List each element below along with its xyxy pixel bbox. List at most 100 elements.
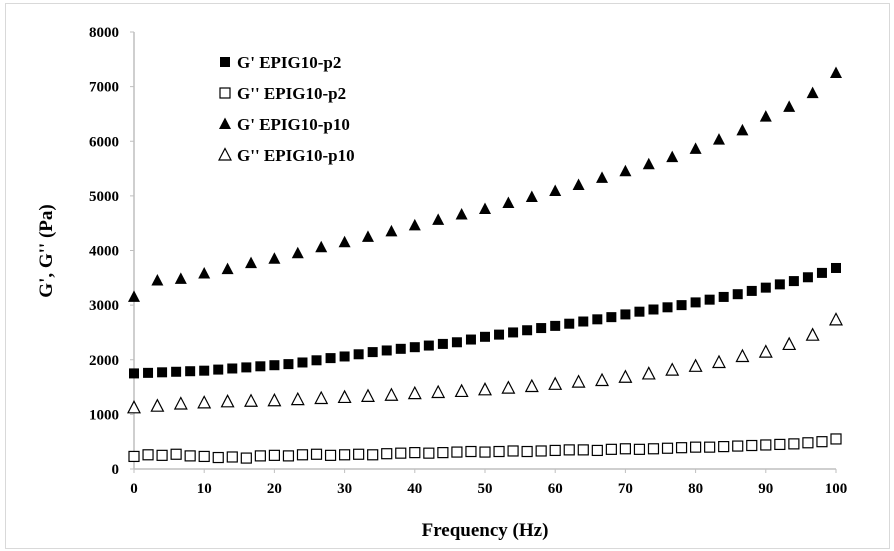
data-point	[353, 349, 364, 360]
data-point	[501, 380, 516, 394]
data-point	[493, 445, 505, 458]
data-point	[522, 325, 533, 336]
x-tick-label: 30	[337, 481, 352, 497]
data-point	[508, 327, 519, 338]
legend-marker-1	[220, 57, 230, 67]
y-tick-label: 3000	[89, 298, 119, 314]
data-point	[524, 378, 539, 393]
data-point	[353, 448, 365, 460]
series-2-points	[128, 433, 842, 464]
data-point	[408, 218, 421, 231]
data-point	[633, 443, 646, 455]
data-point	[507, 445, 519, 457]
data-point	[268, 449, 280, 461]
data-point	[174, 272, 187, 284]
data-point	[479, 202, 491, 214]
data-point	[746, 285, 757, 296]
data-point	[732, 440, 744, 452]
data-point	[805, 327, 820, 341]
data-point	[310, 448, 323, 460]
data-point	[143, 367, 154, 378]
data-point	[479, 446, 491, 458]
data-point	[788, 276, 799, 287]
data-point	[297, 357, 308, 368]
data-point	[454, 383, 469, 398]
data-point	[173, 396, 188, 410]
data-point	[269, 360, 280, 371]
data-point	[648, 304, 659, 315]
x-tick-label: 0	[130, 481, 138, 497]
data-point	[324, 449, 337, 461]
data-point	[760, 282, 771, 293]
data-point	[661, 442, 674, 454]
data-point	[451, 446, 463, 458]
data-point	[226, 451, 238, 463]
legend-marker-3	[219, 117, 231, 129]
data-point	[830, 66, 842, 78]
data-point	[525, 190, 538, 202]
data-point	[311, 355, 322, 366]
data-point	[675, 442, 688, 454]
data-point	[337, 389, 352, 404]
data-point	[268, 252, 281, 264]
y-tick-label: 8000	[89, 25, 119, 41]
y-tick-labels: 0 1000 2000 3000 4000 5000 6000 7000 8000	[89, 25, 134, 478]
data-point	[451, 337, 462, 348]
data-point	[367, 449, 379, 461]
data-point	[129, 368, 139, 379]
data-point	[437, 338, 448, 349]
data-point	[688, 358, 703, 372]
x-tick-label: 50	[478, 481, 493, 497]
data-point	[592, 314, 603, 325]
data-point	[455, 207, 468, 220]
legend-marker-4	[218, 147, 232, 161]
data-point	[502, 196, 515, 208]
y-tick-label: 7000	[89, 80, 119, 96]
data-point	[641, 366, 656, 380]
y-axis-title: G', G'' (Pa)	[36, 204, 57, 297]
data-point	[423, 340, 434, 351]
data-markers	[127, 66, 843, 464]
data-point	[314, 390, 329, 405]
data-point	[549, 184, 562, 196]
data-point	[802, 272, 813, 283]
data-point	[689, 142, 702, 154]
data-point	[290, 391, 305, 406]
data-point	[736, 123, 749, 136]
x-tick-label: 60	[548, 481, 563, 497]
data-point	[465, 334, 476, 345]
data-point	[291, 246, 304, 259]
data-point	[171, 366, 182, 377]
data-point	[199, 365, 210, 376]
data-point	[774, 279, 785, 290]
data-point	[564, 318, 575, 329]
data-point	[212, 451, 224, 464]
data-point	[606, 312, 617, 323]
series-1-points	[129, 262, 841, 379]
data-point	[142, 449, 154, 461]
data-point	[395, 343, 406, 354]
data-point	[759, 110, 772, 122]
data-point	[619, 164, 632, 177]
x-tick-label: 10	[197, 481, 212, 497]
data-point	[395, 447, 407, 459]
x-tick-label: 20	[267, 481, 282, 497]
data-point	[572, 178, 585, 190]
legend-label-3: G' EPIG10-p10	[237, 115, 350, 134]
data-point	[128, 450, 140, 463]
data-point	[711, 354, 726, 369]
data-point	[157, 367, 168, 378]
y-tick-label: 1000	[89, 407, 119, 423]
legend-marker-2	[219, 87, 231, 99]
data-point	[245, 256, 258, 269]
data-point	[712, 133, 725, 145]
legend-label-2: G'' EPIG10-p2	[237, 84, 346, 103]
data-point	[213, 364, 224, 375]
x-tick-label: 40	[407, 481, 422, 497]
data-point	[535, 445, 547, 457]
data-point	[829, 312, 843, 326]
data-point	[605, 443, 617, 455]
data-point	[549, 444, 561, 457]
data-point	[619, 443, 632, 455]
